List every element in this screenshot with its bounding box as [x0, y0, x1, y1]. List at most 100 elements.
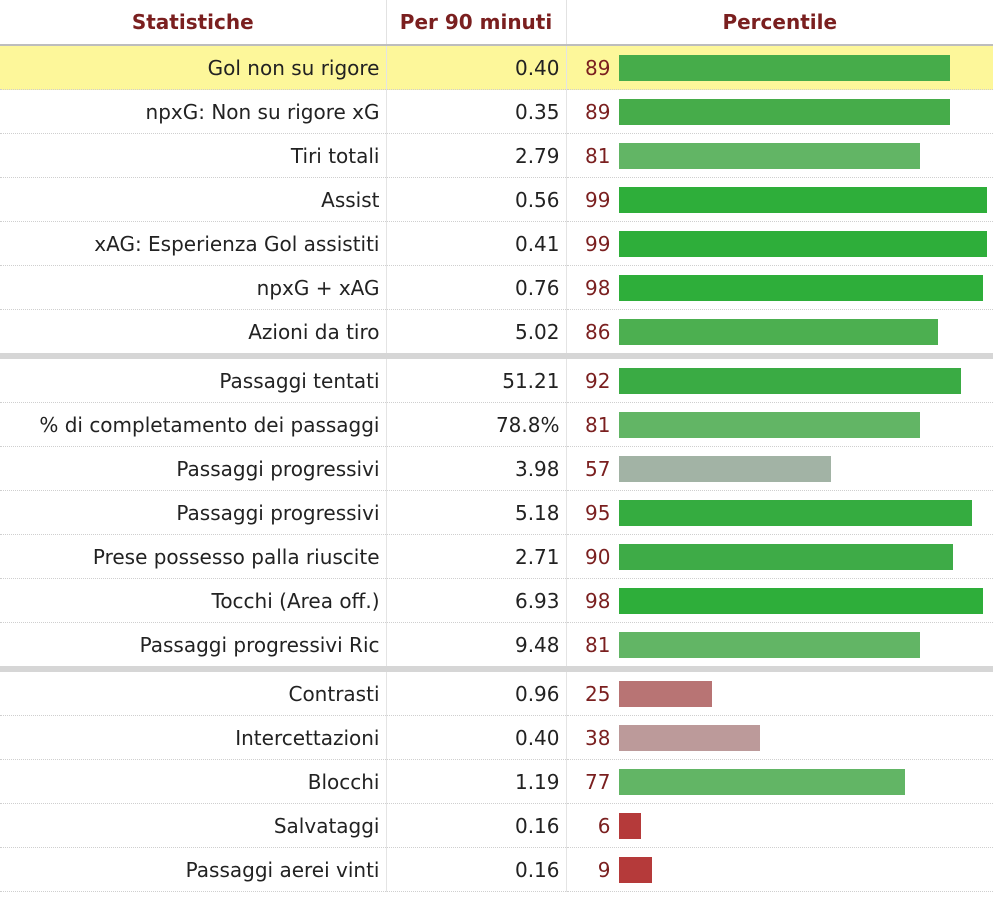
percentile-bar-track: [618, 186, 991, 213]
table-row: Salvataggi 0.16 6: [0, 803, 993, 848]
table-row: Passaggi progressivi Ric 9.48 81: [0, 622, 993, 670]
percentile-cell: 89: [566, 89, 993, 134]
percentile-bar-track: [618, 587, 991, 614]
percentile-wrap: 99: [567, 178, 993, 221]
stat-name-cell: Gol non su rigore: [0, 45, 387, 90]
table-body: Gol non su rigore 0.40 89 npxG: Non su rigo…: [0, 45, 993, 892]
table-row: Assist 0.56 99: [0, 177, 993, 222]
percentile-wrap: 98: [567, 266, 993, 309]
stat-name-cell: Intercettazioni: [0, 715, 387, 760]
percentile-number: 89: [585, 99, 611, 124]
per90-value-cell: 2.79: [386, 133, 567, 178]
percentile-cell: 90: [566, 534, 993, 579]
per90-value-cell: 3.98: [386, 446, 567, 491]
percentile-number: 86: [585, 319, 611, 344]
percentile-bar: [618, 455, 831, 482]
table-row: Tiri totali 2.79 81: [0, 133, 993, 178]
per90-value-cell: 2.71: [386, 534, 567, 579]
percentile-number: 9: [597, 857, 611, 882]
column-header-per90[interactable]: Per 90 minuti: [386, 0, 567, 46]
percentile-bar-track: [618, 543, 991, 570]
percentile-bar: [618, 274, 984, 301]
stat-name-cell: npxG: Non su rigore xG: [0, 89, 387, 134]
percentile-cell: 89: [566, 45, 993, 90]
percentile-bar-track: [618, 455, 991, 482]
per90-value-cell: 78.8%: [386, 402, 567, 447]
percentile-bar: [618, 856, 652, 883]
stat-name-cell: Assist: [0, 177, 387, 222]
percentile-bar: [618, 768, 905, 795]
percentile-number: 38: [585, 725, 611, 750]
percentile-bar-track: [618, 768, 991, 795]
percentile-cell: 81: [566, 622, 993, 670]
stat-name-cell: % di completamento dei passaggi: [0, 402, 387, 447]
percentile-cell: 92: [566, 353, 993, 403]
percentile-bar-track: [618, 724, 991, 751]
percentile-wrap: 25: [567, 672, 993, 715]
per90-value-cell: 5.02: [386, 309, 567, 357]
table-row: Intercettazioni 0.40 38: [0, 715, 993, 760]
percentile-wrap: 77: [567, 760, 993, 803]
percentile-wrap: 95: [567, 491, 993, 534]
table-row: npxG + xAG 0.76 98: [0, 265, 993, 310]
per90-value-cell: 6.93: [386, 578, 567, 623]
percentile-wrap: 81: [567, 134, 993, 177]
column-header-stat[interactable]: Statistiche: [0, 0, 387, 46]
per90-value-cell: 0.16: [386, 803, 567, 848]
percentile-wrap: 81: [567, 403, 993, 446]
percentile-bar-track: [618, 318, 991, 345]
percentile-bar-track: [618, 499, 991, 526]
percentile-number: 99: [585, 231, 611, 256]
percentile-wrap: 57: [567, 447, 993, 490]
percentile-cell: 99: [566, 177, 993, 222]
percentile-cell: 98: [566, 578, 993, 623]
per90-value-cell: 5.18: [386, 490, 567, 535]
percentile-bar: [618, 812, 641, 839]
table-row: Contrasti 0.96 25: [0, 666, 993, 716]
column-header-percentile[interactable]: Percentile: [566, 0, 993, 46]
percentile-bar: [618, 724, 760, 751]
table-row: Passaggi progressivi 3.98 57: [0, 446, 993, 491]
percentile-number: 6: [597, 813, 611, 838]
percentile-bar: [618, 680, 712, 707]
table-row: Gol non su rigore 0.40 89: [0, 45, 993, 90]
per90-value-cell: 1.19: [386, 759, 567, 804]
table-row: Passaggi aerei vinti 0.16 9: [0, 847, 993, 892]
percentile-cell: 57: [566, 446, 993, 491]
percentile-bar-track: [618, 230, 991, 257]
percentile-number: 57: [585, 456, 611, 481]
percentile-cell: 86: [566, 309, 993, 357]
percentile-bar-track: [618, 54, 991, 81]
percentile-wrap: 9: [567, 848, 993, 891]
percentile-cell: 25: [566, 666, 993, 716]
percentile-number: 98: [585, 588, 611, 613]
percentile-wrap: 86: [567, 310, 993, 353]
percentile-wrap: 81: [567, 623, 993, 666]
percentile-number: 98: [585, 275, 611, 300]
percentile-number: 95: [585, 500, 611, 525]
percentile-cell: 81: [566, 133, 993, 178]
percentile-bar-track: [618, 98, 991, 125]
table-row: Passaggi progressivi 5.18 95: [0, 490, 993, 535]
stat-name-cell: Tiri totali: [0, 133, 387, 178]
percentile-bar-track: [618, 274, 991, 301]
per90-value-cell: 9.48: [386, 622, 567, 670]
percentile-wrap: 98: [567, 579, 993, 622]
per90-value-cell: 0.96: [386, 666, 567, 716]
stat-name-cell: Salvataggi: [0, 803, 387, 848]
percentile-number: 81: [585, 143, 611, 168]
stat-name-cell: Tocchi (Area off.): [0, 578, 387, 623]
percentile-bar: [618, 142, 920, 169]
percentile-bar: [618, 318, 939, 345]
percentile-wrap: 90: [567, 535, 993, 578]
percentile-bar: [618, 367, 961, 394]
stat-name-cell: Contrasti: [0, 666, 387, 716]
percentile-wrap: 99: [567, 222, 993, 265]
stat-name-cell: Passaggi progressivi: [0, 490, 387, 535]
percentile-wrap: 89: [567, 46, 993, 89]
per90-value-cell: 0.40: [386, 45, 567, 90]
per90-value-cell: 0.35: [386, 89, 567, 134]
percentile-number: 92: [585, 368, 611, 393]
percentile-bar: [618, 54, 950, 81]
